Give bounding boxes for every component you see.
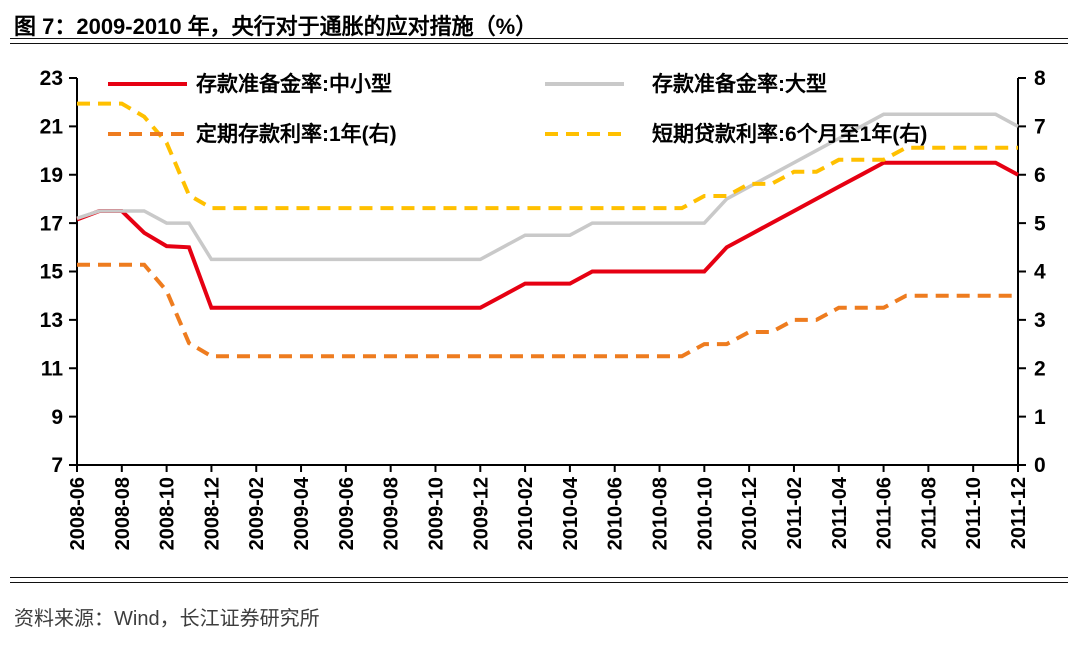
x-axis: 2008-06 2008-08 2008-10 2008-12 2009-02 2009-… bbox=[67, 465, 1030, 550]
x-tick-label: 2009-02 bbox=[246, 477, 268, 550]
y-axis-right: 8 7 6 5 4 3 2 1 0 bbox=[1018, 67, 1046, 477]
x-tick-label: 2011-12 bbox=[1008, 477, 1030, 549]
x-tick-label: 2010-12 bbox=[739, 477, 761, 550]
y-left-tick-label: 7 bbox=[51, 454, 63, 477]
y-left-tick-label: 17 bbox=[40, 212, 63, 235]
figure-title: 图 7：2009-2010 年，央行对于通胀的应对措施（%） bbox=[14, 14, 538, 39]
legend-label-rrr-small: 存款准备金率:中小型 bbox=[196, 72, 392, 96]
x-tick-label: 2008-10 bbox=[157, 477, 179, 550]
y-right-tick-label: 4 bbox=[1034, 261, 1046, 284]
source-note: 资料来源：Wind，长江证券研究所 bbox=[14, 608, 320, 630]
x-tick-label: 2008-06 bbox=[67, 477, 89, 550]
y-left-tick-label: 9 bbox=[51, 406, 63, 429]
y-right-tick-label: 3 bbox=[1034, 309, 1046, 332]
legend-item-deposit-rate-1y: 定期存款利率:1年(右) bbox=[108, 122, 397, 146]
y-left-tick-label: 19 bbox=[40, 164, 63, 187]
x-tick-label: 2011-08 bbox=[918, 477, 940, 549]
x-tick-label: 2009-06 bbox=[336, 477, 358, 550]
series-line-rrr-small bbox=[76, 160, 1019, 310]
y-left-tick-label: 13 bbox=[40, 309, 63, 332]
y-right-tick-label: 5 bbox=[1034, 212, 1046, 235]
x-tick-label: 2009-12 bbox=[470, 477, 492, 550]
y-left-tick-label: 23 bbox=[40, 67, 63, 90]
x-tick-label: 2011-10 bbox=[963, 477, 985, 549]
series-line-rrr-large bbox=[76, 112, 1019, 262]
y-right-tick-label: 7 bbox=[1034, 116, 1046, 139]
x-tick-label: 2009-04 bbox=[291, 476, 313, 550]
x-tick-label: 2009-08 bbox=[381, 477, 403, 550]
x-tick-label: 2010-06 bbox=[605, 477, 627, 550]
legend-item-rrr-large: 存款准备金率:大型 bbox=[545, 72, 827, 96]
x-tick-label: 2010-04 bbox=[560, 476, 582, 550]
y-right-tick-label: 8 bbox=[1034, 67, 1046, 90]
series-line-loan-rate-6m-1y bbox=[77, 101, 1018, 211]
y-left-tick-label: 21 bbox=[40, 116, 64, 139]
y-right-tick-label: 1 bbox=[1034, 406, 1046, 429]
y-left-tick-label: 11 bbox=[41, 357, 64, 380]
x-tick-label: 2010-10 bbox=[694, 477, 716, 550]
x-tick-label: 2010-08 bbox=[650, 477, 672, 550]
x-tick-label: 2011-06 bbox=[874, 477, 896, 549]
x-tick-label: 2010-02 bbox=[515, 477, 537, 550]
x-tick-label: 2008-08 bbox=[112, 477, 134, 550]
legend-item-loan-rate-6m-1y: 短期贷款利率:6个月至1年(右) bbox=[545, 122, 927, 146]
legend-label-rrr-large: 存款准备金率:大型 bbox=[652, 72, 827, 96]
title-separator bbox=[10, 38, 1068, 44]
x-tick-label: 2008-12 bbox=[201, 477, 223, 550]
footer-separator bbox=[10, 577, 1068, 583]
y-axis-left: 23 21 19 17 15 13 11 9 7 bbox=[40, 67, 77, 477]
series-line-deposit-rate-1y bbox=[77, 262, 1018, 359]
legend-label-loan-rate-6m-1y: 短期贷款利率:6个月至1年(右) bbox=[652, 122, 927, 146]
x-tick-label: 2011-02 bbox=[784, 477, 806, 549]
series-lines bbox=[76, 101, 1019, 359]
x-tick-label: 2009-10 bbox=[425, 477, 447, 550]
x-tick-label: 2011-04 bbox=[829, 476, 851, 549]
y-left-tick-label: 15 bbox=[40, 261, 64, 284]
y-right-tick-label: 6 bbox=[1034, 164, 1046, 187]
y-right-tick-label: 2 bbox=[1034, 357, 1046, 380]
legend-item-rrr-small: 存款准备金率:中小型 bbox=[108, 72, 392, 96]
legend-label-deposit-rate-1y: 定期存款利率:1年(右) bbox=[196, 122, 397, 146]
y-right-tick-label: 0 bbox=[1034, 454, 1046, 477]
